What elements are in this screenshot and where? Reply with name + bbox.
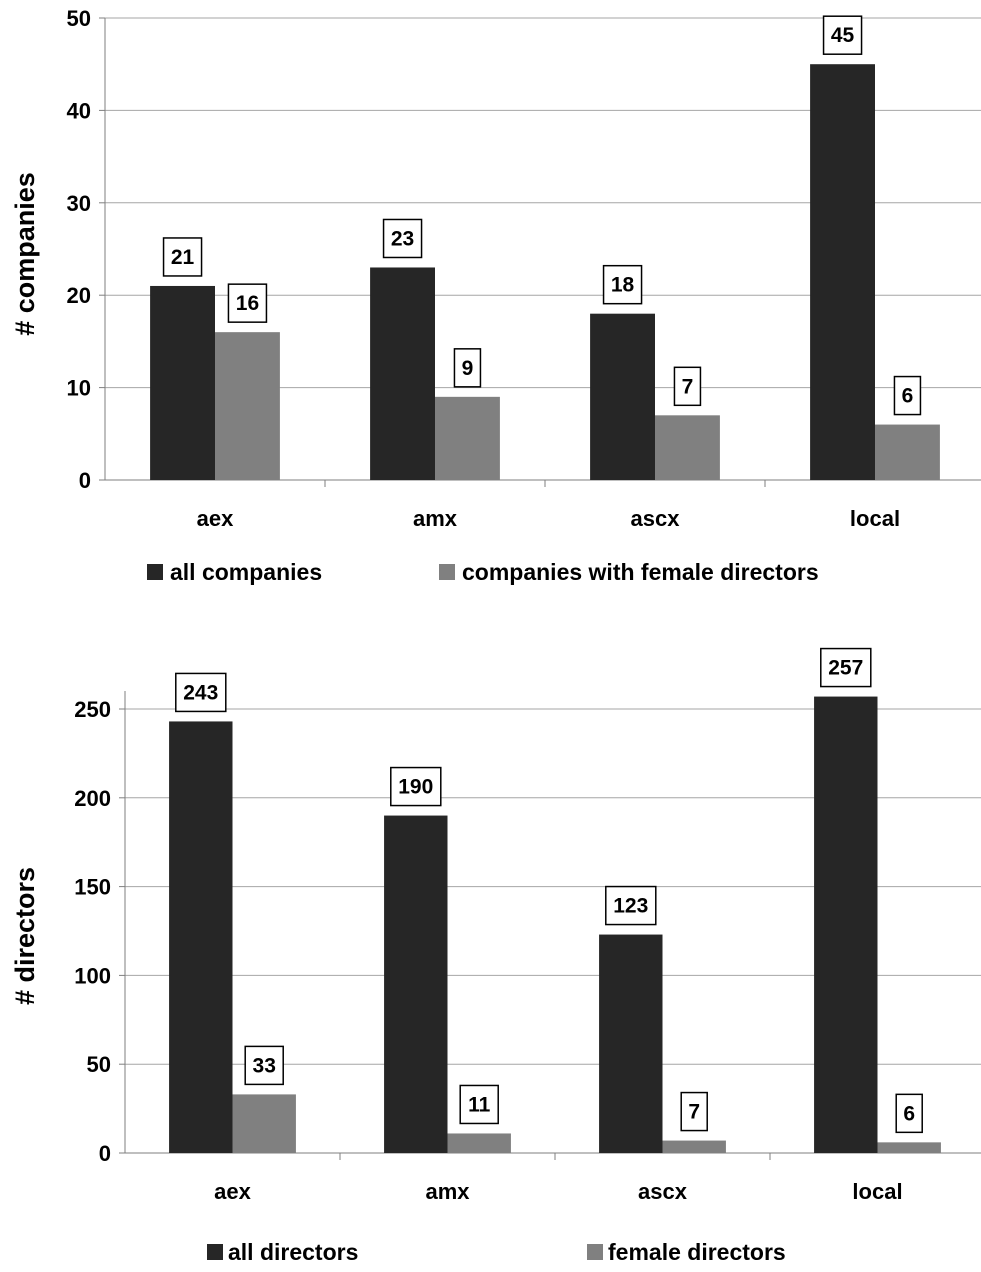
data-label-box [244,1045,284,1086]
data-label-box [453,348,482,388]
legend-label: female directors [608,1239,786,1265]
data-label: 123 [613,895,648,918]
legend-swatch [147,564,163,580]
chart-2: 0 50 100 150 200 250 # directors aex amx ascx loca… [10,647,981,1265]
data-label: 33 [253,1054,276,1077]
data-label-box [680,1091,708,1132]
data-label-box [605,885,657,926]
data-label: 45 [831,24,855,47]
data-label: 7 [688,1101,700,1124]
data-label: 243 [183,681,218,704]
y-tick-label: 40 [67,98,91,123]
bar-all-companies [590,313,655,480]
bar-all-directors [384,815,448,1153]
bar-companies-with-female-directors [655,415,720,480]
y-tick-label: 50 [87,1052,111,1077]
x-tick-label: local [850,506,900,531]
bar-all-companies [150,285,215,480]
data-label: 190 [398,776,433,799]
y-tick-label: 200 [74,786,111,811]
x-tick-label: aex [197,506,234,531]
data-label-box [227,283,268,323]
data-label: 11 [468,1093,491,1116]
bar-female-directors [232,1094,296,1153]
x-tick-label: local [852,1179,902,1204]
data-label-box [822,15,863,55]
bar-all-directors [814,696,878,1153]
legend-swatch [207,1244,223,1260]
bar-all-companies [370,267,435,480]
bar-companies-with-female-directors [215,332,280,480]
data-label: 23 [391,227,414,250]
data-label-box [162,237,203,277]
y-tick-label: 150 [74,875,111,900]
y-tick-label: 100 [74,963,111,988]
data-label: 9 [462,357,474,380]
data-label-box [820,647,872,688]
legend-label: companies with female directors [462,559,819,585]
data-label: 6 [902,385,914,408]
data-label-box [895,1093,923,1134]
data-label: 21 [171,246,195,269]
y-tick-label: 0 [79,468,91,493]
y-axis-label: # companies [10,172,40,336]
bar-companies-with-female-directors [875,424,940,480]
legend-swatch [587,1244,603,1260]
data-label-box [390,766,442,807]
legend-swatch [439,564,455,580]
data-label: 16 [236,292,259,315]
data-label: 6 [903,1102,915,1125]
y-axis-label: # directors [10,867,40,1005]
legend-label: all directors [228,1239,358,1265]
y-tick-label: 0 [99,1141,111,1166]
bar-all-companies [810,64,875,480]
data-label: 257 [828,657,863,680]
data-label: 7 [682,375,694,398]
bar-female-directors [447,1133,511,1153]
data-label-box [893,375,922,416]
x-tick-label: amx [413,506,458,531]
bar-all-directors [169,721,233,1153]
x-tick-label: aex [214,1179,251,1204]
data-label-box [602,264,643,305]
bar-companies-with-female-directors [435,396,500,480]
bar-all-directors [599,934,663,1153]
x-tick-label: ascx [638,1179,688,1204]
x-tick-label: amx [425,1179,470,1204]
bar-female-directors [877,1142,941,1153]
chart-1: 0 10 20 30 40 50 # companies aex amx ascx local 21 2… [10,6,981,585]
data-label-box [459,1084,499,1125]
y-tick-label: 30 [67,191,91,216]
data-label-box [673,366,702,407]
data-label-box [382,218,423,259]
y-tick-label: 10 [67,376,91,401]
data-label-box [175,672,227,713]
bar-female-directors [662,1140,726,1153]
y-tick-label: 50 [67,6,91,31]
data-label: 18 [611,274,635,297]
legend-label: all companies [170,559,322,585]
y-tick-label: 250 [74,697,111,722]
y-tick-label: 20 [67,283,91,308]
x-tick-label: ascx [631,506,681,531]
